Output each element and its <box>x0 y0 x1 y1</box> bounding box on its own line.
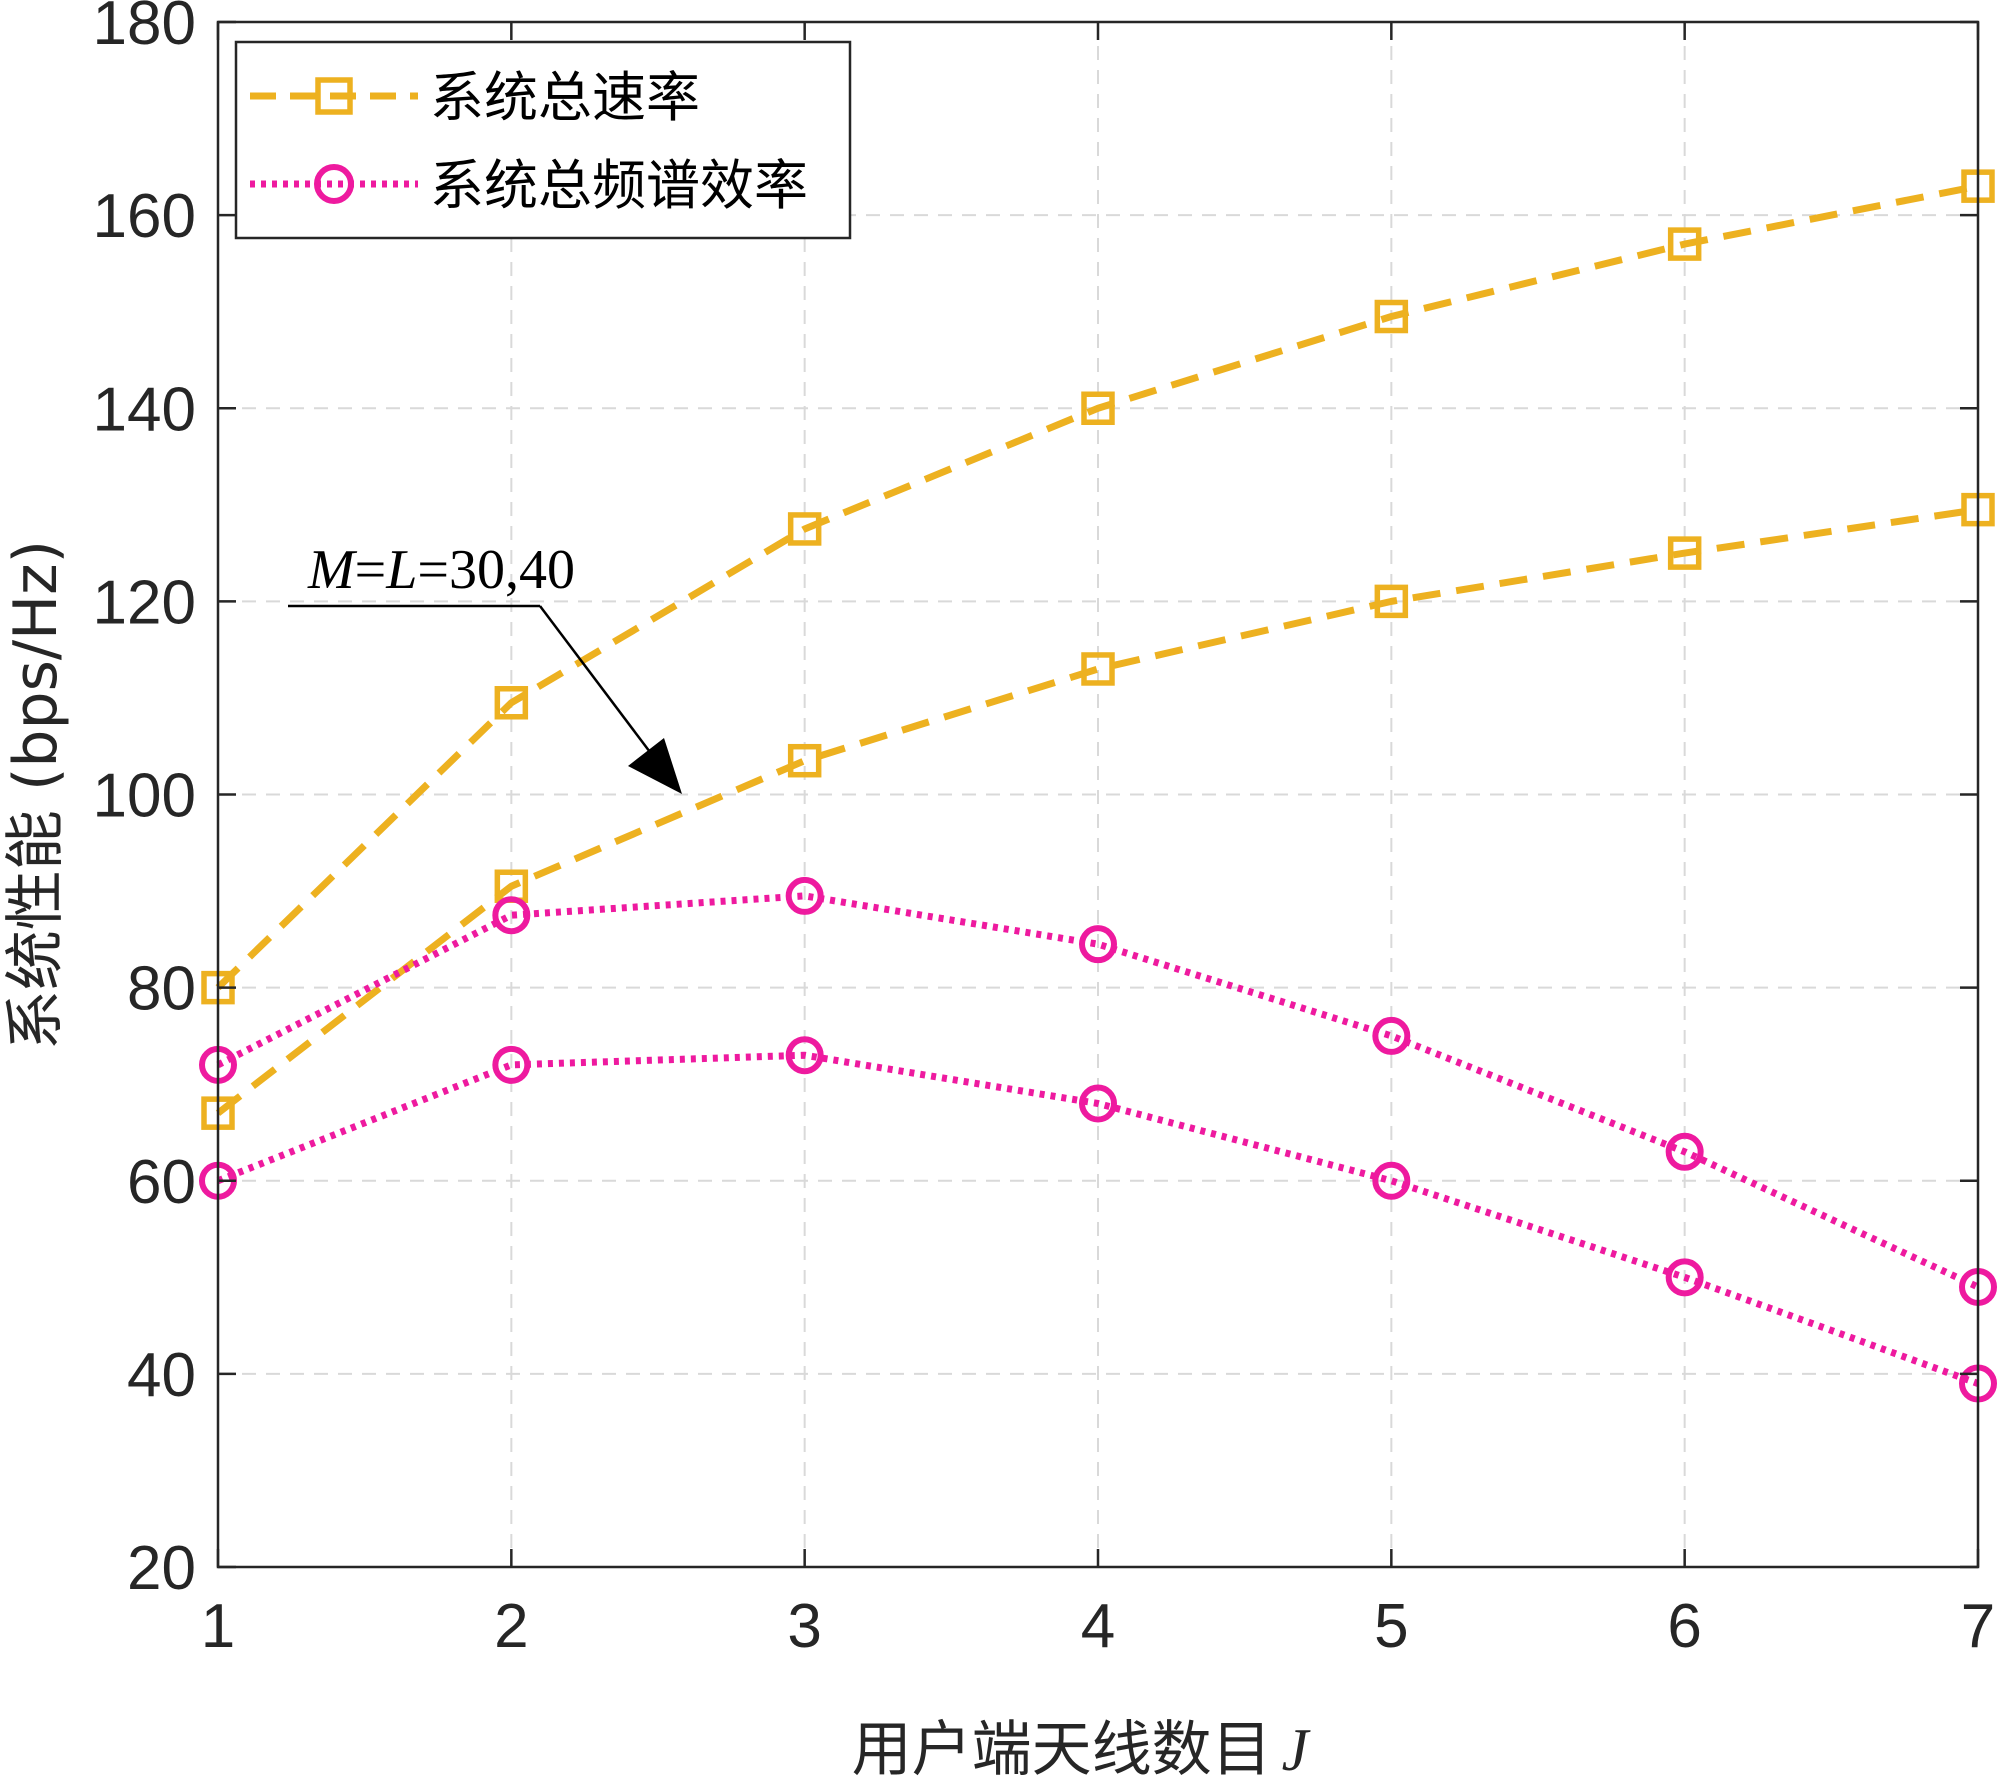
data-point-circle <box>1372 1016 1411 1055</box>
data-point-circle <box>1665 1132 1704 1171</box>
annotation-arrowhead <box>628 738 682 794</box>
y-tick-label: 60 <box>127 1148 196 1217</box>
data-point-square <box>1081 391 1115 425</box>
data-point-circle <box>1079 925 1117 964</box>
y-tick-label: 20 <box>127 1534 196 1603</box>
legend-item-rate: 系统总速率 <box>250 66 700 129</box>
legend-circle-marker <box>314 164 354 204</box>
series-line <box>215 506 1979 1116</box>
y-axis-label: 系统性能 (bps/Hz) <box>1 540 71 1050</box>
data-point-square <box>787 743 822 778</box>
annotation-M: M <box>307 539 358 601</box>
annotation-arrow-shaft <box>539 605 669 777</box>
series-line <box>215 182 1979 991</box>
data-point-circle <box>492 896 531 935</box>
x-tick-label: 7 <box>1961 1592 1995 1661</box>
x-tick-label: 3 <box>787 1592 821 1661</box>
data-point-circle <box>492 1045 531 1084</box>
annotation-label: M=L=30,40 <box>307 539 575 601</box>
annotation-L: L <box>385 539 417 601</box>
legend: 系统总速率 系统总频谱效率 <box>234 40 852 240</box>
data-point-circle <box>1665 1258 1704 1297</box>
data-point-circle <box>785 1036 824 1075</box>
legend-label-efficiency: 系统总频谱效率 <box>430 154 808 217</box>
legend-label-rate: 系统总速率 <box>430 66 700 129</box>
x-axis-label: 用户端天线数目 J <box>852 1715 1311 1778</box>
y-tick-label: 140 <box>93 375 196 444</box>
data-point-square <box>1081 652 1115 686</box>
y-tick-labels: 20 40 60 80 100 120 140 160 180 <box>93 0 196 1603</box>
x-tick-label: 4 <box>1081 1592 1115 1661</box>
x-tick-label: 1 <box>201 1592 235 1661</box>
annotation-eq2: =30,40 <box>417 539 575 601</box>
series-line <box>216 892 1980 1291</box>
y-tick-label: 80 <box>127 955 196 1024</box>
annotation-eq1: = <box>355 539 387 601</box>
data-point-square <box>1667 536 1702 570</box>
x-tick-label: 2 <box>494 1592 528 1661</box>
data-point-square <box>787 512 822 546</box>
data-point-circle <box>1079 1084 1117 1123</box>
data-point-square <box>1374 584 1409 619</box>
data-point-square <box>1374 299 1409 334</box>
y-tick-label: 160 <box>93 182 196 251</box>
x-tick-labels: 1 2 3 4 5 6 7 <box>201 1592 1995 1661</box>
x-axis-variable: J <box>1282 1717 1311 1778</box>
series-line <box>216 1051 1980 1387</box>
y-tick-label: 120 <box>93 568 196 637</box>
legend-box <box>234 40 852 240</box>
x-axis-label-text: 用户端天线数目 <box>852 1715 1272 1778</box>
legend-square-marker <box>315 77 353 115</box>
data-point-circle <box>1372 1161 1411 1200</box>
x-tick-label: 6 <box>1667 1592 1701 1661</box>
annotation: M=L=30,40 <box>288 539 682 794</box>
y-tick-label: 100 <box>93 762 196 831</box>
x-tick-label: 5 <box>1374 1592 1408 1661</box>
data-point-circle <box>785 876 824 915</box>
y-tick-label: 40 <box>127 1341 196 1410</box>
data-point-square <box>494 686 529 720</box>
data-point-square <box>1667 227 1702 261</box>
y-tick-label: 180 <box>93 0 196 58</box>
legend-item-efficiency: 系统总频谱效率 <box>250 154 808 217</box>
axis-ticks <box>216 20 1980 1569</box>
